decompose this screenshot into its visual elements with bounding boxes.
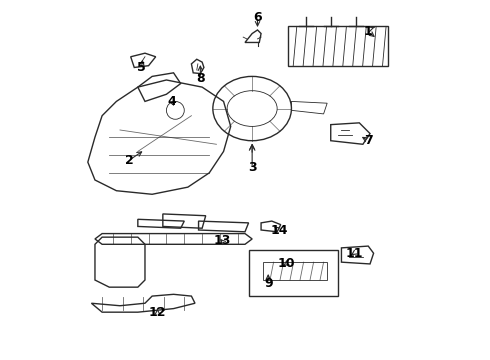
Text: 10: 10 — [277, 257, 295, 270]
Text: 7: 7 — [364, 134, 372, 147]
Text: 13: 13 — [213, 234, 230, 247]
Text: 1: 1 — [364, 25, 372, 38]
Text: 14: 14 — [270, 224, 288, 237]
Text: 5: 5 — [137, 61, 146, 74]
Text: 2: 2 — [124, 154, 133, 167]
Text: 8: 8 — [196, 72, 205, 85]
Text: 4: 4 — [168, 95, 176, 108]
Text: 11: 11 — [345, 247, 363, 260]
Text: 9: 9 — [264, 277, 272, 290]
Text: 12: 12 — [149, 306, 166, 319]
Text: 6: 6 — [253, 11, 262, 24]
Text: 3: 3 — [248, 161, 256, 174]
